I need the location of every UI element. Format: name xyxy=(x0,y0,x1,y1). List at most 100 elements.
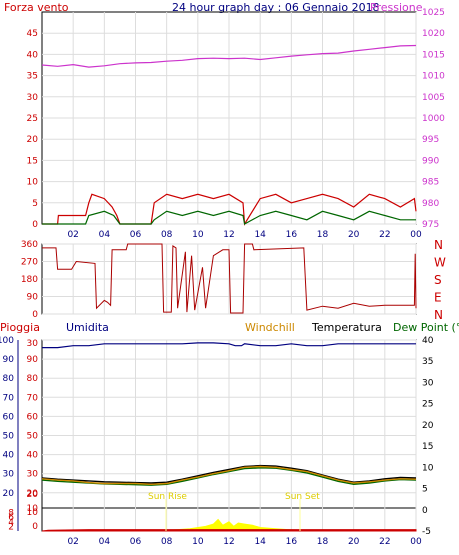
humidity-tick-label: 100 xyxy=(0,336,14,346)
x-tick-label: 02 xyxy=(67,537,78,547)
temp-tick-label: 35 xyxy=(422,357,433,367)
left-tick-label: 35 xyxy=(27,72,38,82)
rain-scale-tick-label: 80 xyxy=(27,374,39,384)
legend-dewpoint: Dew Point (°C xyxy=(393,321,459,334)
x-tick-label: 04 xyxy=(99,230,111,240)
x-tick-label: 12 xyxy=(223,230,234,240)
x-tick-label: 06 xyxy=(130,230,142,240)
direction-tick-label: 180 xyxy=(21,275,38,285)
x-tick-label: 04 xyxy=(99,537,111,547)
sun-set-label: Sun Set xyxy=(285,492,320,502)
left-tick-label: 30 xyxy=(27,93,39,103)
series-temperatura xyxy=(41,464,417,484)
direction-tick-label: 360 xyxy=(21,240,38,250)
humidity-tick-label: 50 xyxy=(3,432,15,442)
x-tick-label: 10 xyxy=(192,230,204,240)
rain-tick-label: 30 xyxy=(27,339,39,349)
x-tick-label: 16 xyxy=(286,537,298,547)
left-tick-label: 5 xyxy=(32,199,38,209)
right-tick-label: 975 xyxy=(422,220,439,230)
rain-scale-tick-label: 60 xyxy=(27,412,39,422)
temp-tick-label: 40 xyxy=(422,336,434,346)
left-tick-label: 15 xyxy=(27,156,38,166)
header-left-label: Forza vento xyxy=(4,1,69,14)
rain-scale-tick-label: 40 xyxy=(27,451,39,461)
x-tick-label: 16 xyxy=(286,230,298,240)
right-tick-label: 1025 xyxy=(422,8,445,18)
chart-title: 24 hour graph day : 06 Gennaio 2018 xyxy=(172,1,380,14)
x-tick-label: 00 xyxy=(410,537,422,547)
rain-tick-label: 0 xyxy=(32,522,38,532)
x-tick-label: 18 xyxy=(317,230,329,240)
left-tick-label: 20 xyxy=(27,135,39,145)
x-tick-label: 00 xyxy=(410,230,422,240)
direction-tick-label: 0 xyxy=(32,310,38,320)
right-tick-label: 990 xyxy=(422,156,439,166)
temp-tick-label: 30 xyxy=(422,378,434,388)
rain-tick-label: 10 xyxy=(27,504,39,514)
rain-scale-tick-label: 10 xyxy=(27,508,39,518)
sun-rise-label: Sun Rise xyxy=(148,492,187,502)
left-tick-label: 0 xyxy=(32,220,38,230)
right-tick-label: 985 xyxy=(422,178,439,188)
legend-windchill: Windchill xyxy=(245,321,295,334)
compass-label: S xyxy=(434,273,442,287)
series-pioggia xyxy=(41,529,417,532)
x-tick-label: 12 xyxy=(223,537,234,547)
direction-tick-label: 90 xyxy=(27,293,39,303)
right-tick-label: 1020 xyxy=(422,29,445,39)
right-tick-label: 1000 xyxy=(422,114,445,124)
temp-tick-label: 5 xyxy=(422,485,428,495)
compass-label: E xyxy=(434,291,442,305)
humidity-tick-label: 20 xyxy=(3,489,15,499)
temp-tick-label: 15 xyxy=(422,442,433,452)
left-tick-label: 40 xyxy=(27,50,39,60)
right-tick-label: 995 xyxy=(422,135,439,145)
x-tick-label: 14 xyxy=(254,537,266,547)
rain-tick-label: 20 xyxy=(27,490,39,500)
humidity-tick-label: 40 xyxy=(3,451,15,461)
header-right-label: Pressione xyxy=(370,1,423,14)
temp-tick-label: 0 xyxy=(422,506,428,516)
rain-mm-tick-label: 8 xyxy=(8,509,14,519)
right-tick-label: 1015 xyxy=(422,50,445,60)
left-tick-label: 25 xyxy=(27,114,38,124)
rain-scale-tick-label: 90 xyxy=(27,355,39,365)
series-pressione xyxy=(41,44,417,68)
legend-temperatura: Temperatura xyxy=(311,321,382,334)
rain-scale-tick-label: 50 xyxy=(27,432,39,442)
rain-mm-tick-label: 2 xyxy=(8,522,14,532)
left-tick-label: 45 xyxy=(27,29,38,39)
compass-label: N xyxy=(434,238,443,252)
left-tick-label: 10 xyxy=(27,178,39,188)
rain-scale-tick-label: 70 xyxy=(27,393,39,403)
humidity-tick-label: 90 xyxy=(3,355,15,365)
x-tick-label: 22 xyxy=(379,537,390,547)
right-tick-label: 980 xyxy=(422,199,439,209)
rain-scale-tick-label: 30 xyxy=(27,470,39,480)
temp-tick-label: 25 xyxy=(422,400,433,410)
rain-mm-tick-label: 6 xyxy=(8,513,14,523)
humidity-tick-label: 70 xyxy=(3,393,15,403)
x-tick-label: 06 xyxy=(130,537,142,547)
compass-label: W xyxy=(434,256,446,270)
series-gust xyxy=(42,193,417,226)
x-tick-label: 20 xyxy=(348,230,360,240)
temp-tick-label: 10 xyxy=(422,463,434,473)
temp-tick-label: 20 xyxy=(422,421,434,431)
series-umidita xyxy=(42,342,416,349)
x-tick-label: 10 xyxy=(192,537,204,547)
x-tick-label: 02 xyxy=(67,230,78,240)
legend-pioggia: Pioggia xyxy=(0,321,40,334)
right-tick-label: 1010 xyxy=(422,72,445,82)
direction-tick-label: 270 xyxy=(21,258,38,268)
series-average xyxy=(42,210,416,225)
x-tick-label: 20 xyxy=(348,537,360,547)
temp-tick-label: -5 xyxy=(422,527,431,537)
rain-mm-tick-label: 4 xyxy=(8,518,14,528)
series-direzione xyxy=(42,243,417,314)
humidity-tick-label: 60 xyxy=(3,412,15,422)
x-tick-label: 08 xyxy=(161,230,173,240)
compass-label: N xyxy=(434,308,443,322)
